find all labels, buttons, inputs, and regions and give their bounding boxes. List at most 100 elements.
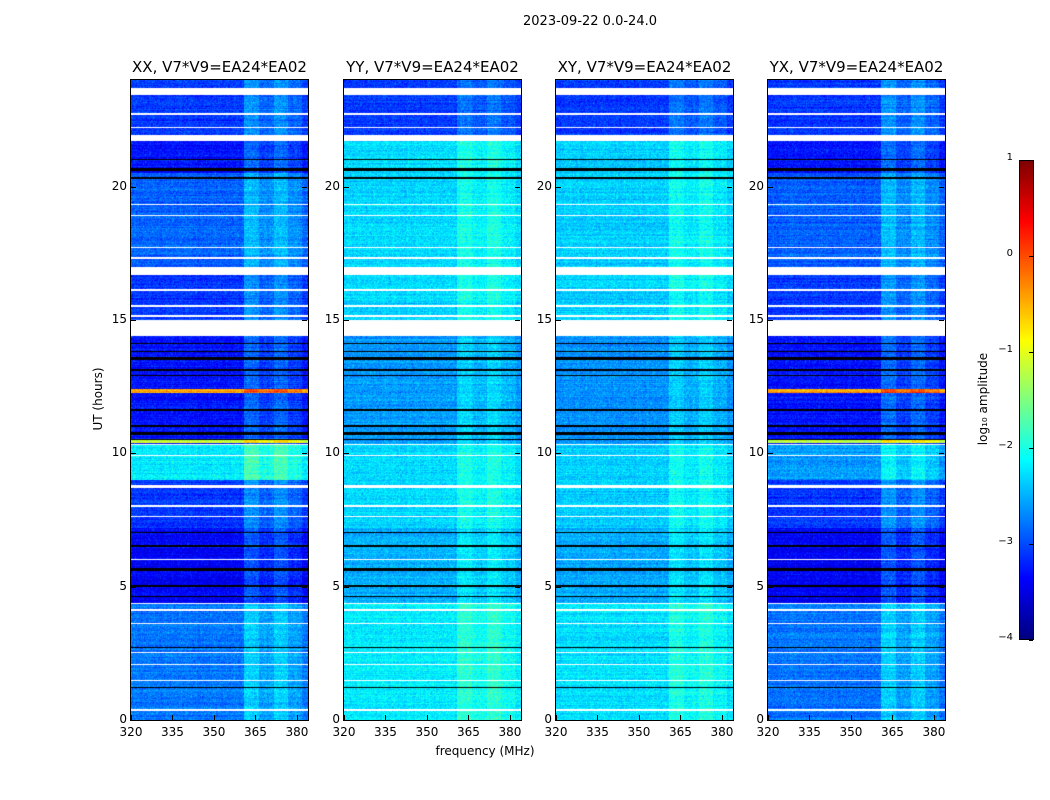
y-tick-label: 5 bbox=[332, 578, 340, 593]
y-tick-label: 5 bbox=[119, 578, 127, 593]
y-tick-mark bbox=[556, 320, 561, 321]
y-tick-label: 20 bbox=[536, 178, 552, 193]
x-tick-label: 350 bbox=[202, 725, 226, 739]
y-tick-mark bbox=[515, 586, 520, 588]
colorbar-tick-label: −4 bbox=[998, 632, 1013, 643]
y-tick-mark bbox=[768, 186, 773, 188]
x-axis-label: frequency (MHz) bbox=[435, 744, 535, 758]
x-tick-mark bbox=[892, 715, 894, 720]
y-axis-label: UT (hours) bbox=[91, 367, 105, 431]
x-tick-mark bbox=[850, 715, 852, 720]
x-tick-mark bbox=[385, 715, 387, 720]
x-tick-label: 320 bbox=[756, 725, 780, 739]
x-tick-label: 335 bbox=[161, 725, 184, 739]
x-tick-label: 320 bbox=[332, 725, 356, 739]
y-tick-label: 10 bbox=[111, 445, 127, 460]
heatmap-image bbox=[556, 80, 733, 720]
x-tick-label: 365 bbox=[669, 725, 692, 739]
x-tick-mark bbox=[255, 715, 257, 720]
x-tick-mark bbox=[468, 715, 470, 720]
y-tick-mark bbox=[939, 586, 944, 588]
y-tick-mark bbox=[344, 720, 349, 721]
y-tick-mark bbox=[131, 720, 136, 721]
panel-title: YX, V7*V9=EA24*EA02 bbox=[769, 58, 944, 76]
y-tick-label: 15 bbox=[324, 312, 340, 326]
colorbar-tick-mark bbox=[1029, 448, 1033, 449]
x-tick-label: 335 bbox=[798, 725, 821, 739]
x-tick-label: 380 bbox=[710, 725, 734, 739]
x-tick-mark bbox=[933, 715, 935, 720]
y-tick-mark bbox=[768, 586, 773, 588]
y-tick-mark bbox=[768, 453, 773, 455]
x-tick-mark bbox=[809, 715, 811, 720]
x-tick-label: 350 bbox=[415, 725, 439, 739]
colorbar-tick-label: −2 bbox=[998, 440, 1013, 451]
x-tick-mark bbox=[768, 715, 769, 720]
colorbar-tick-mark bbox=[1029, 544, 1033, 545]
x-tick-label: 350 bbox=[627, 725, 651, 739]
x-tick-mark bbox=[509, 715, 511, 720]
heatmap-image bbox=[344, 80, 521, 720]
colorbar-tick-label: 0 bbox=[1006, 248, 1013, 259]
panel-title: XY, V7*V9=EA24*EA02 bbox=[557, 58, 732, 76]
y-tick-label: 0 bbox=[332, 712, 340, 726]
y-tick-label: 0 bbox=[119, 712, 127, 726]
colorbar-gradient bbox=[1020, 161, 1033, 639]
x-tick-mark bbox=[296, 715, 298, 720]
heatmap-image bbox=[131, 80, 308, 720]
y-tick-mark bbox=[515, 453, 520, 455]
colorbar bbox=[1019, 160, 1034, 640]
colorbar-tick-mark bbox=[1029, 256, 1033, 257]
heatmap-panel-yy: YY, V7*V9=EA24*EA02 bbox=[343, 58, 522, 721]
x-tick-mark bbox=[172, 715, 174, 720]
x-tick-mark bbox=[344, 715, 345, 720]
x-tick-label: 365 bbox=[457, 725, 480, 739]
y-tick-mark bbox=[131, 186, 136, 188]
y-tick-mark bbox=[302, 453, 307, 455]
x-tick-mark bbox=[680, 715, 682, 720]
y-tick-mark bbox=[344, 186, 349, 188]
x-tick-label: 380 bbox=[285, 725, 309, 739]
x-tick-mark bbox=[597, 715, 599, 720]
x-tick-label: 335 bbox=[374, 725, 397, 739]
y-tick-mark bbox=[939, 186, 944, 188]
colorbar-tick-mark bbox=[1029, 352, 1033, 353]
heatmap-panel-xx: XX, V7*V9=EA24*EA02 bbox=[130, 58, 309, 721]
x-tick-mark bbox=[556, 715, 557, 720]
y-tick-mark bbox=[131, 586, 136, 588]
y-tick-label: 15 bbox=[536, 312, 552, 326]
y-tick-mark bbox=[131, 453, 136, 455]
y-tick-label: 5 bbox=[544, 578, 552, 593]
y-tick-mark bbox=[556, 186, 561, 188]
colorbar-tick-mark bbox=[1029, 160, 1033, 161]
y-tick-mark bbox=[727, 320, 732, 321]
y-tick-mark bbox=[515, 186, 520, 188]
y-tick-mark bbox=[302, 186, 307, 188]
y-tick-label: 0 bbox=[544, 712, 552, 726]
y-tick-mark bbox=[344, 320, 349, 321]
colorbar-tick-mark bbox=[1029, 640, 1033, 641]
y-tick-mark bbox=[302, 586, 307, 588]
panel-title: XX, V7*V9=EA24*EA02 bbox=[132, 58, 307, 76]
x-tick-label: 380 bbox=[922, 725, 946, 739]
y-tick-mark bbox=[556, 453, 561, 455]
y-tick-mark bbox=[768, 320, 773, 321]
heatmap-image bbox=[768, 80, 945, 720]
y-tick-label: 20 bbox=[111, 178, 127, 193]
y-tick-mark bbox=[939, 720, 944, 721]
x-tick-label: 365 bbox=[244, 725, 267, 739]
y-tick-mark bbox=[727, 586, 732, 588]
y-tick-label: 10 bbox=[748, 445, 764, 460]
y-tick-mark bbox=[556, 720, 561, 721]
colorbar-tick-label: −1 bbox=[998, 344, 1013, 355]
x-tick-label: 335 bbox=[586, 725, 609, 739]
y-tick-mark bbox=[939, 320, 944, 321]
x-tick-mark bbox=[638, 715, 640, 720]
y-tick-mark bbox=[768, 720, 773, 721]
y-tick-mark bbox=[727, 186, 732, 188]
x-tick-label: 380 bbox=[498, 725, 522, 739]
y-tick-mark bbox=[515, 320, 520, 321]
x-tick-label: 365 bbox=[881, 725, 904, 739]
y-tick-label: 0 bbox=[756, 712, 764, 726]
